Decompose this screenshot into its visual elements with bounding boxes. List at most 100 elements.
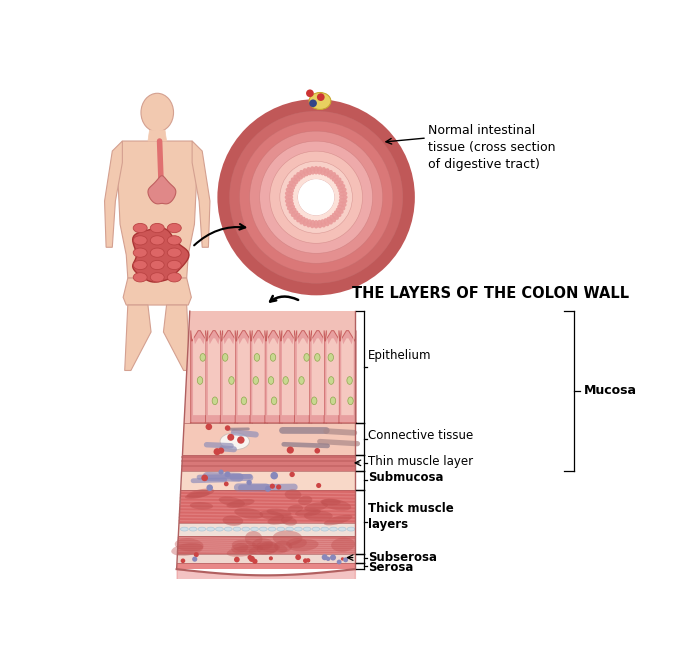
Ellipse shape <box>338 201 346 207</box>
Ellipse shape <box>338 188 346 193</box>
Circle shape <box>343 557 348 562</box>
Ellipse shape <box>302 168 309 177</box>
Ellipse shape <box>150 248 164 257</box>
Ellipse shape <box>334 177 342 184</box>
Ellipse shape <box>251 527 258 531</box>
Circle shape <box>298 179 335 215</box>
Circle shape <box>309 99 317 107</box>
Circle shape <box>322 554 328 560</box>
Polygon shape <box>294 330 312 423</box>
Ellipse shape <box>323 218 330 227</box>
Ellipse shape <box>309 93 331 110</box>
Ellipse shape <box>285 489 302 500</box>
Ellipse shape <box>338 527 346 531</box>
Ellipse shape <box>348 397 354 405</box>
Ellipse shape <box>181 527 188 531</box>
Polygon shape <box>193 334 206 415</box>
Circle shape <box>314 448 320 454</box>
Polygon shape <box>181 471 355 490</box>
Ellipse shape <box>288 505 303 513</box>
Polygon shape <box>282 334 295 415</box>
Ellipse shape <box>232 540 258 553</box>
Text: Thick muscle
layers: Thick muscle layers <box>368 502 454 532</box>
Ellipse shape <box>306 167 312 175</box>
Polygon shape <box>279 330 298 423</box>
Ellipse shape <box>197 376 203 384</box>
Text: Connective tissue: Connective tissue <box>368 430 473 443</box>
Ellipse shape <box>302 218 309 227</box>
Ellipse shape <box>329 172 336 180</box>
Polygon shape <box>338 330 357 423</box>
Ellipse shape <box>336 180 344 187</box>
Ellipse shape <box>304 511 332 521</box>
Ellipse shape <box>277 527 285 531</box>
Polygon shape <box>133 228 189 282</box>
Ellipse shape <box>189 527 197 531</box>
Ellipse shape <box>304 502 328 511</box>
Circle shape <box>234 557 239 563</box>
Ellipse shape <box>324 515 353 525</box>
Ellipse shape <box>287 184 295 190</box>
Ellipse shape <box>272 397 276 405</box>
Ellipse shape <box>218 496 245 507</box>
Circle shape <box>289 472 295 477</box>
Ellipse shape <box>298 496 312 505</box>
Polygon shape <box>252 334 265 415</box>
Circle shape <box>337 559 342 565</box>
Ellipse shape <box>285 191 293 197</box>
Ellipse shape <box>267 515 293 524</box>
Ellipse shape <box>347 527 355 531</box>
Ellipse shape <box>314 166 318 175</box>
Ellipse shape <box>310 166 315 175</box>
Polygon shape <box>309 330 327 423</box>
Ellipse shape <box>270 354 276 361</box>
Polygon shape <box>264 330 283 423</box>
Circle shape <box>260 141 372 253</box>
Ellipse shape <box>332 175 339 182</box>
Circle shape <box>250 131 383 263</box>
Circle shape <box>214 448 220 455</box>
Circle shape <box>248 556 255 562</box>
Circle shape <box>270 472 278 480</box>
Ellipse shape <box>206 527 215 531</box>
Polygon shape <box>323 330 342 423</box>
Ellipse shape <box>253 376 258 384</box>
Polygon shape <box>177 536 355 554</box>
Ellipse shape <box>304 354 309 361</box>
Ellipse shape <box>268 376 274 384</box>
Polygon shape <box>123 278 191 305</box>
Ellipse shape <box>190 502 213 509</box>
Ellipse shape <box>321 527 328 531</box>
Ellipse shape <box>286 188 294 193</box>
Ellipse shape <box>290 177 298 184</box>
Ellipse shape <box>167 248 181 257</box>
Ellipse shape <box>283 376 288 384</box>
Ellipse shape <box>229 376 234 384</box>
Circle shape <box>287 447 294 454</box>
Circle shape <box>206 424 212 430</box>
Ellipse shape <box>334 210 342 217</box>
Ellipse shape <box>260 511 284 520</box>
Circle shape <box>224 482 229 486</box>
Ellipse shape <box>330 527 337 531</box>
Ellipse shape <box>337 184 345 190</box>
Ellipse shape <box>234 508 263 519</box>
Text: Serosa: Serosa <box>368 561 414 574</box>
Ellipse shape <box>336 208 344 214</box>
Ellipse shape <box>268 527 276 531</box>
Circle shape <box>218 448 224 454</box>
Ellipse shape <box>312 397 317 405</box>
Polygon shape <box>342 334 354 415</box>
Ellipse shape <box>254 354 260 361</box>
Circle shape <box>326 557 330 561</box>
Polygon shape <box>220 330 238 423</box>
Polygon shape <box>163 305 190 371</box>
Ellipse shape <box>167 236 181 245</box>
Ellipse shape <box>285 198 293 204</box>
Ellipse shape <box>150 273 164 282</box>
Polygon shape <box>205 330 223 423</box>
Text: Epithelium: Epithelium <box>368 349 431 361</box>
Ellipse shape <box>281 517 297 526</box>
Ellipse shape <box>167 273 181 282</box>
Circle shape <box>248 555 253 560</box>
